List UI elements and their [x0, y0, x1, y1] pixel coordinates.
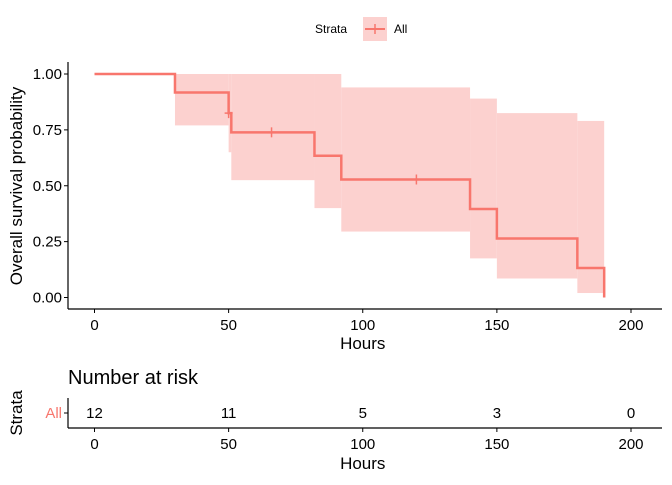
- x-tick-label: 200: [618, 317, 643, 334]
- ci-segment: [496, 113, 578, 279]
- risk-stratum-label: All: [45, 405, 62, 422]
- ci-segment: [314, 74, 342, 209]
- censor-mark: [224, 108, 233, 119]
- risk-table-title: Number at risk: [68, 367, 199, 389]
- ci-segment: [231, 74, 315, 181]
- ci-segment: [470, 98, 497, 259]
- risk-x-tick-label: 200: [618, 436, 643, 453]
- risk-count: 5: [359, 405, 367, 422]
- survival-curve: [94, 72, 606, 298]
- legend: Strata All: [315, 17, 407, 41]
- y-tick-label: 0.25: [33, 234, 62, 251]
- x-tick-label: 50: [220, 317, 237, 334]
- confidence-band: [174, 74, 605, 294]
- risk-count: 3: [493, 405, 501, 422]
- risk-y-axis-title: Strata: [7, 390, 26, 436]
- censor-mark: [412, 174, 421, 185]
- y-tick-label: 0.50: [33, 178, 62, 195]
- x-tick-label: 150: [484, 317, 509, 334]
- survival-plot: Strata All 0.00 0.25 0.50 0.75 1.00 0 50 100 150 20…: [7, 17, 662, 353]
- ci-segment: [577, 120, 605, 294]
- risk-count: 11: [221, 405, 237, 422]
- y-tick-label: 0.75: [33, 122, 62, 139]
- legend-title: Strata: [315, 22, 347, 36]
- ci-segment: [174, 74, 229, 126]
- risk-count: 0: [627, 405, 635, 422]
- y-axis-title: Overall survival probability: [7, 86, 26, 285]
- risk-x-tick-label: 0: [90, 436, 98, 453]
- y-tick-label: 0.00: [33, 290, 62, 307]
- censor-mark: [267, 127, 276, 138]
- y-tick-label: 1.00: [33, 66, 62, 83]
- ci-segment: [341, 87, 471, 232]
- risk-x-tick-label: 150: [484, 436, 509, 453]
- x-tick-label: 100: [350, 317, 375, 334]
- risk-x-axis-title: Hours: [340, 454, 385, 473]
- risk-count: 12: [86, 405, 103, 422]
- risk-x-tick-label: 100: [350, 436, 375, 453]
- legend-entry: All: [394, 22, 407, 36]
- risk-x-tick-label: 50: [220, 436, 237, 453]
- risk-table: Number at risk All 12 11 5 3 0 0 50 100 150 200 Hour…: [7, 367, 662, 473]
- x-tick-label: 0: [90, 317, 98, 334]
- x-axis-title: Hours: [340, 334, 385, 353]
